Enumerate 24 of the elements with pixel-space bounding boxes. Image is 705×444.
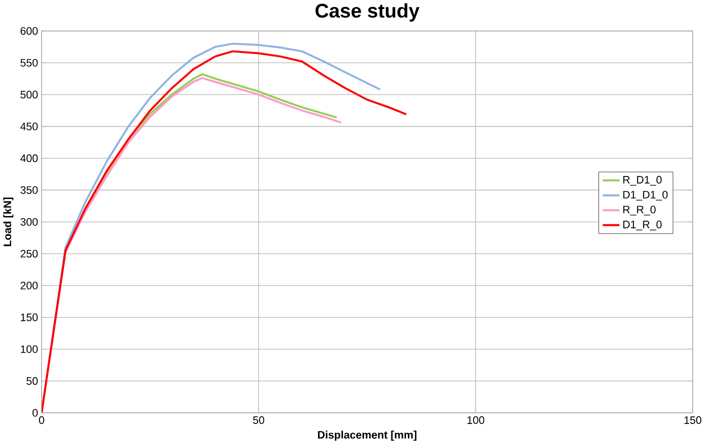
- y-tick-label: 400: [20, 154, 38, 162]
- y-tick-label: 50: [26, 377, 38, 385]
- legend-label: R_D1_0: [623, 176, 662, 186]
- x-tick-label: 150: [684, 416, 702, 424]
- x-axis-title: Displacement [mm]: [318, 430, 416, 441]
- x-tick-label: 50: [253, 416, 264, 424]
- y-axis-title: Load [kN]: [3, 198, 14, 246]
- y-tick-label: 150: [20, 314, 38, 322]
- y-tick-label: 200: [20, 282, 38, 290]
- y-tick-label: 0: [32, 408, 38, 417]
- legend-label: R_R_0: [623, 206, 656, 216]
- chart-title: Case study: [316, 3, 420, 22]
- y-tick-label: 500: [20, 90, 38, 98]
- y-tick-label: 250: [20, 250, 38, 258]
- x-tick-label: 100: [467, 416, 484, 424]
- legend-label: D1_D1_0: [623, 190, 668, 200]
- y-tick-label: 300: [20, 218, 38, 226]
- y-tick-label: 450: [20, 122, 38, 130]
- y-tick-label: 350: [20, 186, 38, 194]
- x-tick-label: 0: [39, 416, 44, 424]
- legend-label: D1_R_0: [623, 220, 662, 230]
- y-tick-label: 100: [20, 345, 38, 353]
- y-tick-label: 600: [20, 27, 38, 35]
- y-tick-label: 550: [20, 58, 38, 67]
